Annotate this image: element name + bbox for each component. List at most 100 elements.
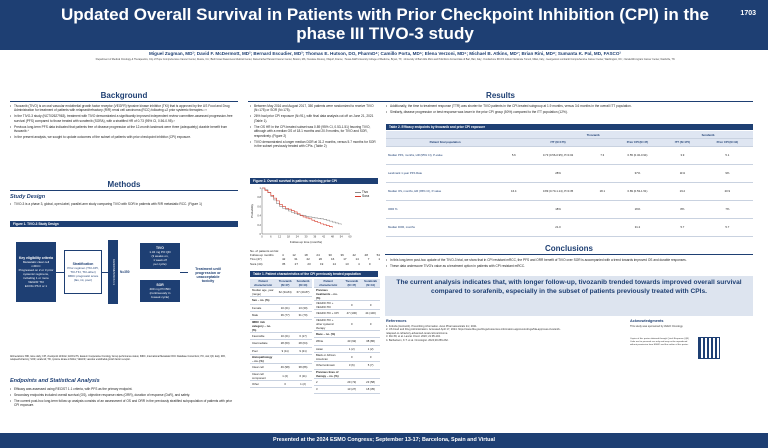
table-cell <box>592 200 612 219</box>
table2: Tivozanib Sorafenib Patient final populati… <box>386 131 753 237</box>
risk-count: 14 <box>332 261 336 266</box>
references-heading: References <box>386 319 407 323</box>
author-list: Miguel Zugman, MD¹; David F. McDermott, … <box>149 51 621 56</box>
y-tick-label: 1 <box>260 186 262 190</box>
eligibility-item: Metastatic clear cell mRCC <box>22 260 50 268</box>
table1-right: Patient characteristic Tivozanib (N=47) So… <box>314 279 380 394</box>
figure1-label: Figure 1. TIVO-3 Study Design <box>10 221 238 227</box>
n-label: N=350 <box>120 270 130 274</box>
table-cell: 36 (77) <box>276 311 295 320</box>
risk-count: 22 <box>306 257 310 262</box>
x-tick-label: 0 <box>261 235 263 239</box>
table-cell: Favorable <box>250 332 277 340</box>
conclusions-heading: Conclusions <box>544 244 593 253</box>
x-tick-label: 60 <box>349 235 352 239</box>
bullet: TIVO demonstrated a longer median DOR at… <box>250 140 378 149</box>
table-cell: Intermediate <box>250 339 277 348</box>
table-row: Clear cell component 1 (2) 6 (11) <box>250 371 312 381</box>
methods-heading: Methods <box>107 180 141 189</box>
risk-count: 42 <box>352 253 356 258</box>
table-cell: 7% <box>701 200 753 219</box>
table-cell: 0 <box>342 352 362 362</box>
risk-count: 48 <box>364 253 368 258</box>
bullet: These data underscore TIVO's value as a … <box>386 264 751 269</box>
table-cell: 28% <box>523 164 593 183</box>
bullet: Efficacy was assessed using RECIST 1.1 c… <box>10 387 238 392</box>
eligibility-box: Key eligibility criteria Metastatic clea… <box>16 242 56 302</box>
x-axis-label: Follow-up time (months) <box>290 240 322 244</box>
qr-note: Copies of this poster obtained through Q… <box>630 338 689 346</box>
table-cell <box>294 354 312 364</box>
table-cell: VEGFR-TKI + other systemic therapy <box>314 317 343 331</box>
table-cell: Landmark 1-year PFS Rate <box>386 164 505 183</box>
risk-count: 35 <box>282 261 286 266</box>
table-header: ITT (N=175) <box>523 138 593 147</box>
references: References 1. Fotivda (tivozanib). Presc… <box>386 319 566 343</box>
series-line-tivo <box>262 187 342 225</box>
arrow <box>102 272 108 273</box>
risk-count: 17 <box>343 257 347 262</box>
legend-tivo: Tivo <box>361 190 369 194</box>
risk-count: 54 <box>376 253 380 258</box>
table-cell: 31.2 <box>611 218 664 237</box>
table-row: Female 10 (21) 13 (30) <box>250 304 312 312</box>
poster-title: Updated Overall Survival in Patients wit… <box>61 5 709 43</box>
strat-item: IMDC prognostic score (fav, int, poor) <box>67 274 99 282</box>
background-heading: Background <box>100 91 148 100</box>
table-header <box>504 138 524 147</box>
table-cell: Previous treatments – no. (%) <box>314 287 343 301</box>
table-row: VEGFR-TKI + other systemic therapy 0 0 <box>314 317 380 331</box>
table-row: 2 29 (72) 23 (58) <box>314 378 380 386</box>
table-cell: 1 (2) <box>294 380 312 388</box>
y-axis-label: Probability <box>250 204 254 219</box>
table-row: Sex – no. (%) <box>250 296 312 305</box>
x-tick-label: 30 <box>305 235 308 239</box>
risk-count: 7 <box>367 257 370 262</box>
table-cell: 0 <box>276 380 295 388</box>
table-cell <box>361 369 380 379</box>
randomization-bar: RANDOMIZATION 1:1 <box>108 240 118 304</box>
table-row: VEGFR-TKI + VEGFR-TKI 0 0 <box>314 300 380 310</box>
table-header: Tivozanib (N=47) <box>342 279 362 288</box>
table-cell: VEGFR-TKI + CPI <box>314 309 343 318</box>
table-cell: 5.6 <box>504 146 524 165</box>
table-cell <box>361 330 380 338</box>
background-bullets: Tivozanib (TIVO) is an oral vascular end… <box>10 104 238 141</box>
table-cell: Asian <box>314 345 343 353</box>
table-cell: 0.73 (0.56-0.95), P=0.02 <box>523 146 593 165</box>
y-tick-label: 0.6 <box>257 204 261 208</box>
x-tick-label: 6 <box>270 235 272 239</box>
arrow <box>180 272 188 273</box>
table-cell: 43 (92) <box>342 337 362 346</box>
table-header: Sorafenib (N=44) <box>361 279 380 288</box>
table-cell <box>361 287 380 301</box>
eligibility-item: Progressed on 2 or 3 prior systemic regi… <box>18 268 54 284</box>
x-tick-label: 12 <box>278 235 281 239</box>
table-header: Patient characteristic <box>250 279 277 288</box>
title-banner: Updated Overall Survival in Patients wit… <box>0 0 768 50</box>
results-heading: Results <box>486 91 515 100</box>
table-header: Prior CPI (N=47) <box>611 138 664 147</box>
table-cell: 6 (11) <box>294 371 312 381</box>
endpoint-bullets: Efficacy was assessed using RECIST 1.1 c… <box>10 387 238 409</box>
table-cell <box>342 330 362 338</box>
table-row: Other 0 1 (2) <box>250 380 312 388</box>
bullet: Tivozanib (TIVO) is an oral vascular end… <box>10 104 238 113</box>
bullet: Previous long-term PFS data indicated th… <box>10 125 238 134</box>
reference-item: 2. US Food and Drug Administration. Acce… <box>386 328 561 335</box>
table-cell: 5 (7) <box>361 361 380 370</box>
table2-label: Table 2. Efficacy endpoints by tivozanib… <box>386 124 753 130</box>
table-cell: 1 (2) <box>361 345 380 353</box>
table-cell <box>342 287 362 301</box>
table-cell: Median PFS, months, HR (95% CI), P-value <box>386 146 505 165</box>
table-row: ORR % 18% 16% 8% 7% <box>386 200 753 219</box>
table1-label: Table 1. Patient characteristics of the … <box>250 271 378 277</box>
table-cell: 5.7 <box>663 218 702 237</box>
table-row: Histopathology – no. (%) <box>250 354 312 364</box>
table-cell: 9 (21) <box>294 347 312 355</box>
qr-code[interactable] <box>698 337 720 359</box>
table-cell: 0.55 (0.32-0.94) <box>611 146 664 165</box>
risk-count: 18 <box>304 253 308 258</box>
table-cell: Clear cell <box>250 363 277 372</box>
